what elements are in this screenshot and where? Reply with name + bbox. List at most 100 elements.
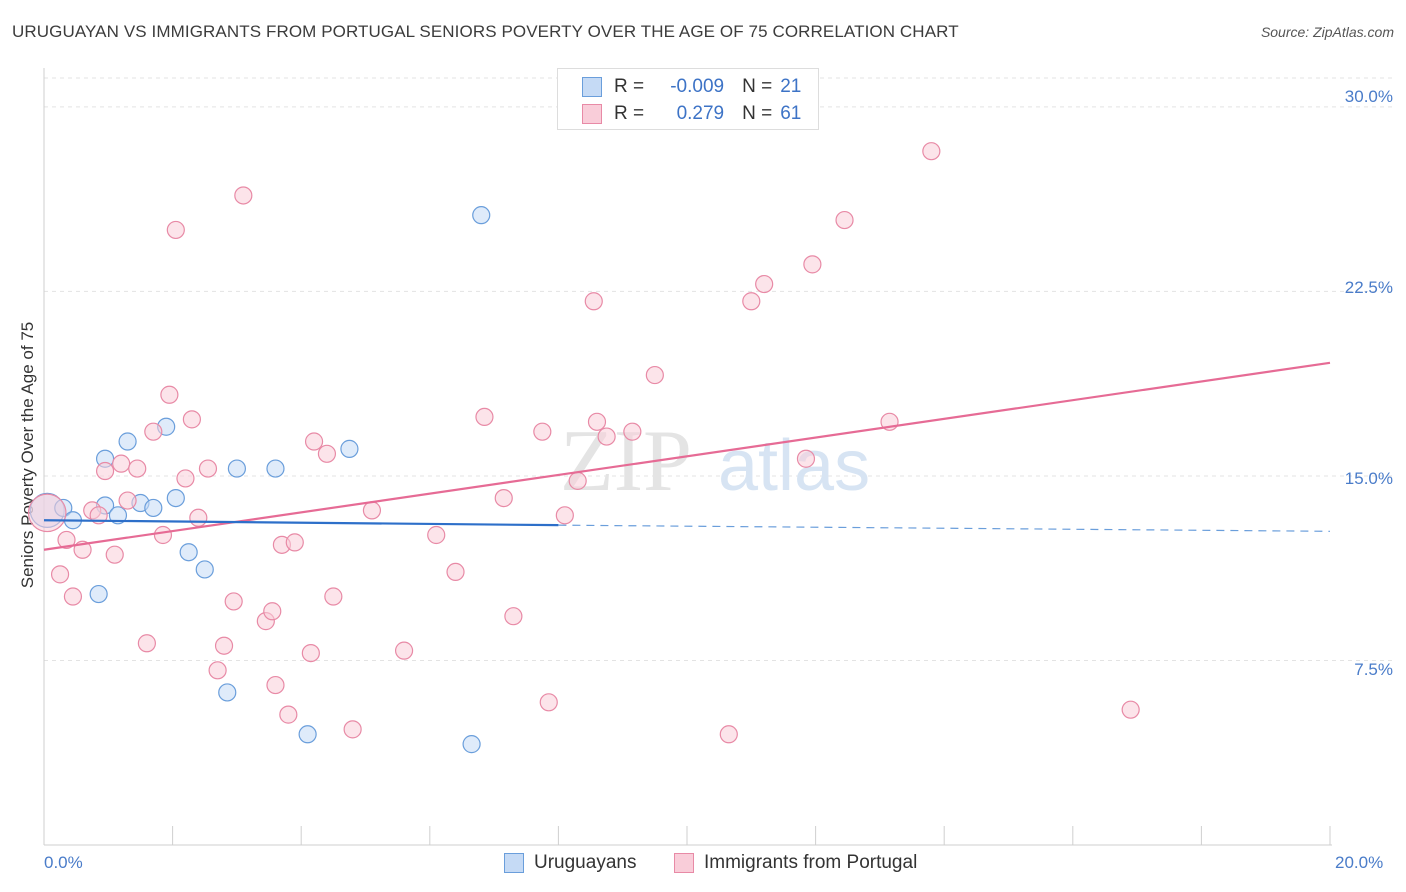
portugal-point: [922, 142, 941, 161]
portugal-point: [57, 530, 76, 550]
portugal-point: [182, 410, 201, 429]
data-points: [27, 142, 1140, 754]
legend-r-label: R =: [614, 103, 645, 124]
portugal-point: [533, 422, 552, 441]
portugal-point: [394, 641, 414, 660]
uruguayans-point: [118, 432, 137, 451]
portugal-point: [118, 491, 137, 510]
legend-n-label: N =: [742, 76, 773, 97]
bottom-swatch-pink: [674, 853, 694, 873]
y-tick-30: 30.0%: [1344, 87, 1393, 106]
portugal-point: [279, 705, 298, 724]
portugal-point: [105, 545, 124, 564]
uruguayans-point: [166, 488, 185, 508]
bottom-legend-uruguayans: Uruguayans: [504, 852, 636, 874]
portugal-point: [719, 725, 738, 744]
legend-r-label: R =: [614, 76, 645, 97]
portugal-point: [263, 602, 282, 621]
portugal-point: [208, 661, 227, 680]
uruguayans-point: [89, 584, 108, 604]
bottom-swatch-blue: [504, 853, 524, 873]
correlation-legend: R = -0.009 N = 21 R = 0.279 N = 61: [557, 68, 819, 130]
uruguayans-point: [462, 735, 481, 754]
portugal-point: [494, 488, 513, 508]
portugal-point: [63, 587, 83, 606]
portugal-point: [234, 186, 253, 205]
portugal-point: [742, 292, 761, 311]
axes: [43, 68, 1332, 846]
portugal-point: [160, 385, 179, 404]
legend-n-label: N =: [742, 103, 773, 124]
uruguayans-point: [472, 206, 491, 225]
bottom-legend-label: Immigrants from Portugal: [704, 852, 918, 873]
uruguayans-point: [298, 725, 317, 744]
uruguayans-trend-line: [43, 519, 559, 527]
portugal-point: [796, 449, 816, 468]
portugal-point: [504, 607, 523, 626]
portugal-point: [137, 634, 156, 653]
portugal-point: [568, 471, 587, 490]
portugal-point: [645, 365, 664, 385]
portugal-point: [584, 292, 603, 311]
x-tick-min: 0.0%: [44, 853, 83, 872]
legend-swatch-blue: [582, 77, 602, 97]
portugal-point: [198, 459, 218, 478]
uruguayans-point: [179, 543, 198, 562]
legend-n-value: 61: [780, 103, 802, 124]
uruguayans-point: [108, 506, 128, 525]
bottom-legend-portugal: Immigrants from Portugal: [674, 852, 917, 874]
y-tick-15: 15.0%: [1344, 469, 1393, 488]
legend-r-value: 0.279: [676, 103, 725, 124]
uruguayans-point: [195, 560, 214, 579]
portugal-point: [427, 525, 446, 545]
portugal-point: [803, 255, 822, 274]
portugal-point: [304, 432, 324, 451]
portugal-point: [587, 412, 607, 431]
portugal-point: [95, 461, 115, 481]
portugal-point: [755, 274, 774, 294]
chart-title: URUGUAYAN VS IMMIGRANTS FROM PORTUGAL SE…: [12, 22, 959, 41]
portugal-point: [324, 587, 343, 606]
portugal-point: [50, 565, 70, 584]
portugal-point: [285, 533, 304, 552]
portugal-point: [446, 562, 465, 582]
uruguayans-point: [266, 459, 285, 478]
portugal-point: [301, 643, 320, 663]
portugal-point: [343, 720, 362, 739]
portugal-point: [362, 501, 382, 520]
portugal-point: [224, 592, 243, 611]
portugal-point: [189, 508, 208, 527]
portugal-point: [475, 407, 494, 427]
portugal-point: [317, 444, 337, 463]
portugal-point: [555, 506, 574, 525]
portugal-point: [27, 493, 67, 533]
legend-row-uruguayans: R = -0.009 N = 21: [582, 76, 801, 98]
portugal-point: [128, 459, 147, 478]
portugal-point: [623, 422, 642, 441]
portugal-point: [144, 422, 163, 441]
legend-swatch-pink: [582, 104, 602, 124]
uruguayans-point: [144, 498, 163, 518]
portugal-point: [112, 454, 131, 473]
portugal-point: [153, 525, 173, 545]
portugal-point: [597, 427, 616, 446]
portugal-trend-line: [43, 361, 1331, 551]
x-tick-max: 20.0%: [1335, 853, 1384, 872]
portugal-point: [176, 469, 195, 488]
portugal-point: [266, 675, 285, 695]
y-tick-7-5: 7.5%: [1354, 660, 1393, 679]
portugal-point: [835, 210, 854, 230]
portugal-point: [166, 220, 185, 240]
portugal-point: [214, 636, 234, 655]
portugal-point: [1121, 700, 1140, 719]
uruguayans-point: [340, 439, 359, 458]
uruguayans-point: [227, 459, 246, 478]
watermark-atlas: atlas: [718, 426, 870, 506]
y-tick-22-5: 22.5%: [1344, 278, 1393, 297]
portugal-point: [539, 693, 558, 712]
uruguayans-point: [218, 683, 237, 702]
legend-r-value: -0.009: [670, 76, 725, 97]
bottom-legend-label: Uruguayans: [534, 852, 637, 873]
portugal-point: [89, 506, 108, 525]
